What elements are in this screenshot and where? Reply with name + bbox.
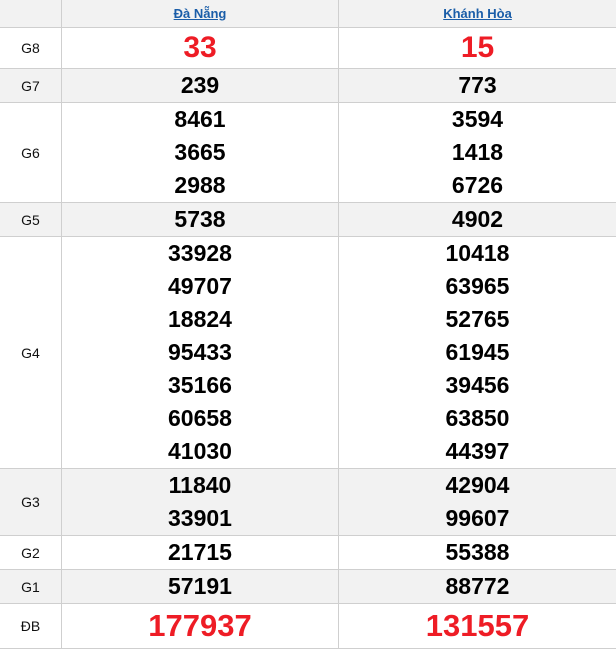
prize-number: 239 xyxy=(62,69,338,102)
prize-number: 63965 xyxy=(339,270,616,303)
prize-label: G2 xyxy=(0,536,62,570)
prize-cell: 773 xyxy=(339,69,616,103)
prize-cell: 4902 xyxy=(339,203,616,237)
corner-cell xyxy=(0,0,62,28)
prize-number: 33901 xyxy=(62,502,338,535)
prize-number: 60658 xyxy=(62,402,338,435)
prize-number: 52765 xyxy=(339,303,616,336)
prize-number: 35166 xyxy=(62,369,338,402)
prize-number: 99607 xyxy=(339,502,616,535)
prize-cell: 57191 xyxy=(62,570,339,604)
prize-number: 63850 xyxy=(339,402,616,435)
prize-number: 44397 xyxy=(339,435,616,468)
prize-number: 55388 xyxy=(339,536,616,569)
prize-number: 61945 xyxy=(339,336,616,369)
prize-number: 4902 xyxy=(339,203,616,236)
prize-cell: 177937 xyxy=(62,604,339,649)
prize-number: 39456 xyxy=(339,369,616,402)
prize-label: G7 xyxy=(0,69,62,103)
prize-cell: 131557 xyxy=(339,604,616,649)
prize-cell: 55388 xyxy=(339,536,616,570)
prize-label: ĐB xyxy=(0,604,62,649)
prize-number: 33 xyxy=(62,28,338,68)
special-prize-number: 177937 xyxy=(62,604,338,648)
prize-cell: 21715 xyxy=(62,536,339,570)
province-link-khanh-hoa[interactable]: Khánh Hòa xyxy=(443,6,512,21)
prize-label: G5 xyxy=(0,203,62,237)
special-prize-number: 131557 xyxy=(339,604,616,648)
prize-number: 3594 xyxy=(339,103,616,136)
province-header: Đà Nẵng xyxy=(62,0,339,28)
prize-number: 10418 xyxy=(339,237,616,270)
prize-cell: 239 xyxy=(62,69,339,103)
prize-cell: 5738 xyxy=(62,203,339,237)
prize-number: 42904 xyxy=(339,469,616,502)
prize-number: 49707 xyxy=(62,270,338,303)
province-link-da-nang[interactable]: Đà Nẵng xyxy=(174,6,227,21)
prize-number: 21715 xyxy=(62,536,338,569)
prize-number: 18824 xyxy=(62,303,338,336)
prize-label: G8 xyxy=(0,28,62,69)
prize-number: 15 xyxy=(339,28,616,68)
header-row: Đà Nẵng Khánh Hòa xyxy=(0,0,616,28)
prize-number: 773 xyxy=(339,69,616,102)
prize-number: 3665 xyxy=(62,136,338,169)
prize-number: 5738 xyxy=(62,203,338,236)
prize-label: G3 xyxy=(0,469,62,536)
prize-cell: 15 xyxy=(339,28,616,69)
prize-number: 1418 xyxy=(339,136,616,169)
prize-label: G6 xyxy=(0,103,62,203)
prize-number: 57191 xyxy=(62,570,338,603)
prize-number: 11840 xyxy=(62,469,338,502)
prize-number: 6726 xyxy=(339,169,616,202)
prize-number: 8461 xyxy=(62,103,338,136)
prize-number: 88772 xyxy=(339,570,616,603)
prize-label: G1 xyxy=(0,570,62,604)
prize-number: 95433 xyxy=(62,336,338,369)
prize-number: 41030 xyxy=(62,435,338,468)
province-header: Khánh Hòa xyxy=(339,0,616,28)
prize-cell: 33 xyxy=(62,28,339,69)
prize-number: 33928 xyxy=(62,237,338,270)
prize-label: G4 xyxy=(0,237,62,469)
prize-cell: 88772 xyxy=(339,570,616,604)
prize-number: 2988 xyxy=(62,169,338,202)
